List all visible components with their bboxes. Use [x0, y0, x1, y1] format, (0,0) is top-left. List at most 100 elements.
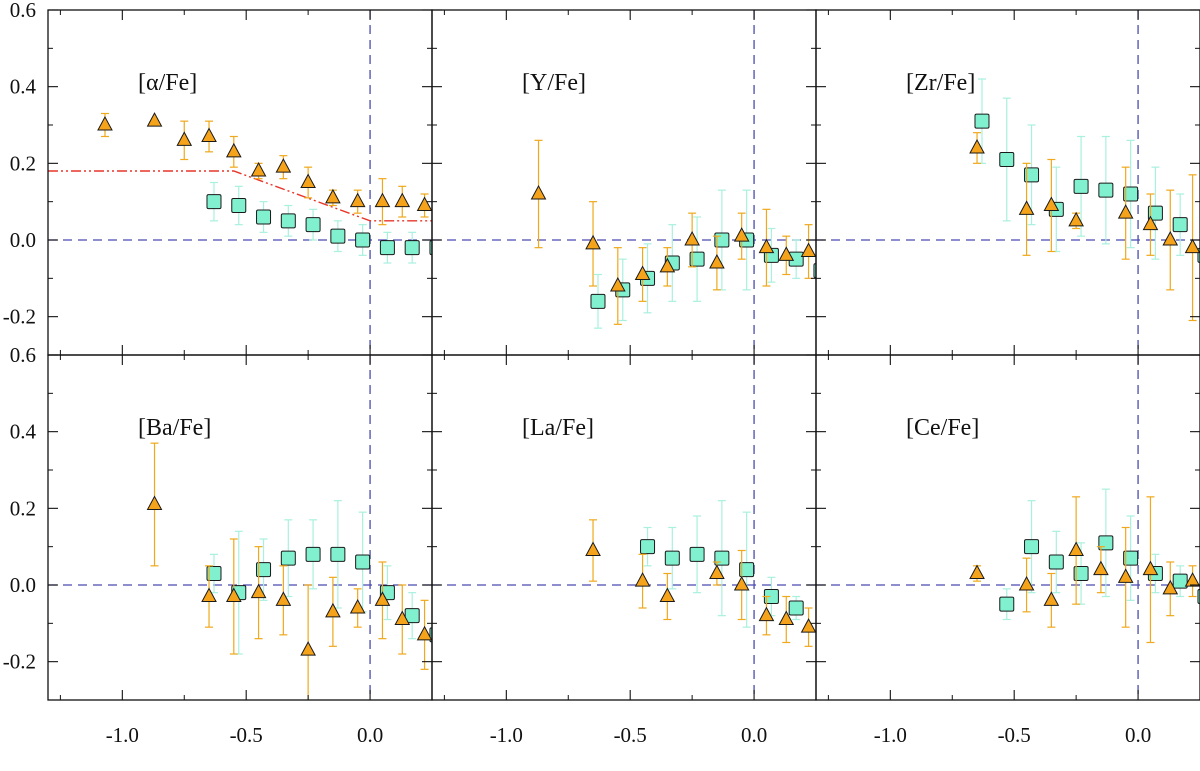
panel-1: [Y/Fe]: [431, 9, 878, 356]
triangle-data-point: [1068, 541, 1084, 556]
square-data-point: [1172, 573, 1188, 589]
square-error-bar: [458, 244, 466, 267]
panel-label: [Zr/Fe]: [906, 70, 975, 96]
triangle-data-point: [709, 253, 725, 269]
square-data-point: [330, 546, 346, 562]
triangle-data-point: [1184, 238, 1200, 254]
triangle-data-point: [250, 161, 267, 177]
panel-frame: [47, 354, 433, 701]
plot-area: [816, 10, 1200, 355]
triangle-data-point: [176, 131, 193, 146]
axis-ticks: [816, 354, 1200, 700]
square-data-point: [999, 152, 1015, 167]
panel-label: [Ba/Fe]: [138, 415, 211, 441]
triangle-data-point: [800, 618, 816, 633]
triangle-data-point: [634, 572, 651, 587]
triangle-data-point: [969, 138, 985, 154]
triangle-data-point: [969, 564, 985, 579]
square-data-point: [1073, 178, 1089, 194]
y-tick-label: 0.0: [10, 228, 36, 252]
square-data-point: [1024, 167, 1040, 183]
square-error-bar: [433, 232, 441, 263]
y-tick-label: -0.2: [3, 305, 36, 329]
panel-0: [α/Fe] 0.6 0.4 0.2 0.0 -0.2: [3, 0, 469, 356]
panel-frame: [47, 9, 433, 356]
square-error-bar: [433, 616, 441, 654]
square-data-point: [1024, 539, 1040, 555]
triangle-data-point: [394, 610, 411, 625]
plot-area: [48, 10, 469, 355]
x-tick-label: -1.0: [106, 723, 139, 747]
triangle-data-point: [349, 598, 366, 614]
triangle-data-point: [1117, 204, 1134, 219]
triangle-data-point: [225, 587, 242, 602]
x-tick-label: -0.5: [998, 723, 1031, 747]
square-data-point: [974, 113, 990, 129]
triangle-data-point: [201, 587, 217, 602]
square-data-point: [1048, 554, 1064, 570]
y-tick-label: 0.6: [10, 0, 36, 22]
square-data-point: [455, 248, 469, 262]
square-data-point: [379, 240, 395, 256]
triangle-data-point: [374, 591, 391, 606]
panel-4: [La/Fe]-1.0-0.50.0[Fe/H]: [431, 354, 817, 747]
square-data-point: [1098, 182, 1114, 198]
panel-frame: [815, 354, 1200, 701]
triangle-data-point: [300, 173, 316, 188]
square-data-point: [640, 539, 656, 555]
triangle-data-point: [275, 158, 292, 173]
square-data-point: [404, 608, 420, 624]
triangle-data-point: [97, 115, 113, 131]
triangle-data-point: [325, 602, 341, 618]
triangle-data-point: [1068, 211, 1084, 227]
square-data-point: [689, 251, 705, 267]
square-data-point: [999, 596, 1015, 612]
triangle-data-point: [275, 591, 292, 606]
triangle-data-point: [1018, 575, 1035, 591]
triangle-data-point: [758, 606, 775, 622]
square-data-point: [1147, 205, 1163, 221]
square-error-bar: [458, 620, 466, 651]
triangle-data-point: [201, 127, 217, 142]
triangle-data-point: [585, 234, 601, 250]
triangle-data-point: [416, 196, 432, 211]
y-tick-label: 0.0: [10, 573, 36, 597]
panel-5: [Ce/Fe]-1.0-0.50.0[Fe/H]: [815, 354, 1200, 747]
y-tick-label: 0.2: [10, 496, 36, 520]
triangle-data-point: [325, 188, 341, 204]
plot-area: [48, 355, 494, 700]
x-tick-label: 0.0: [1125, 723, 1151, 747]
triangle-data-point: [733, 227, 750, 242]
square-data-point: [280, 550, 296, 566]
triangle-data-point: [250, 583, 267, 599]
square-data-point: [480, 632, 494, 646]
axis-ticks: [48, 354, 432, 700]
triangle-data-point: [1142, 215, 1159, 231]
square-data-point: [1172, 217, 1188, 233]
triangle-data-point: [394, 192, 411, 208]
square-data-point: [455, 628, 469, 642]
square-data-point: [355, 554, 371, 570]
square-data-point: [1123, 186, 1139, 202]
triangle-data-point: [374, 192, 391, 208]
x-tick-label: -1.0: [874, 723, 907, 747]
y-tick-label: 0.4: [10, 420, 37, 444]
plot-area: [816, 355, 1200, 700]
square-data-point: [788, 600, 804, 616]
triangle-data-point: [349, 192, 366, 208]
triangle-data-point: [585, 541, 601, 556]
triangle-data-point: [659, 587, 676, 602]
triangle-data-point: [634, 265, 651, 280]
triangle-data-point: [659, 257, 676, 273]
square-data-point: [864, 271, 878, 285]
triangle-data-point: [225, 142, 242, 158]
axis-ticks: [48, 9, 432, 355]
x-tick-label: -0.5: [230, 723, 263, 747]
square-data-point: [664, 550, 680, 566]
triangle-data-point: [1162, 579, 1179, 595]
triangle-data-point: [684, 230, 700, 246]
square-data-point: [256, 562, 272, 578]
square-data-point: [355, 232, 371, 248]
